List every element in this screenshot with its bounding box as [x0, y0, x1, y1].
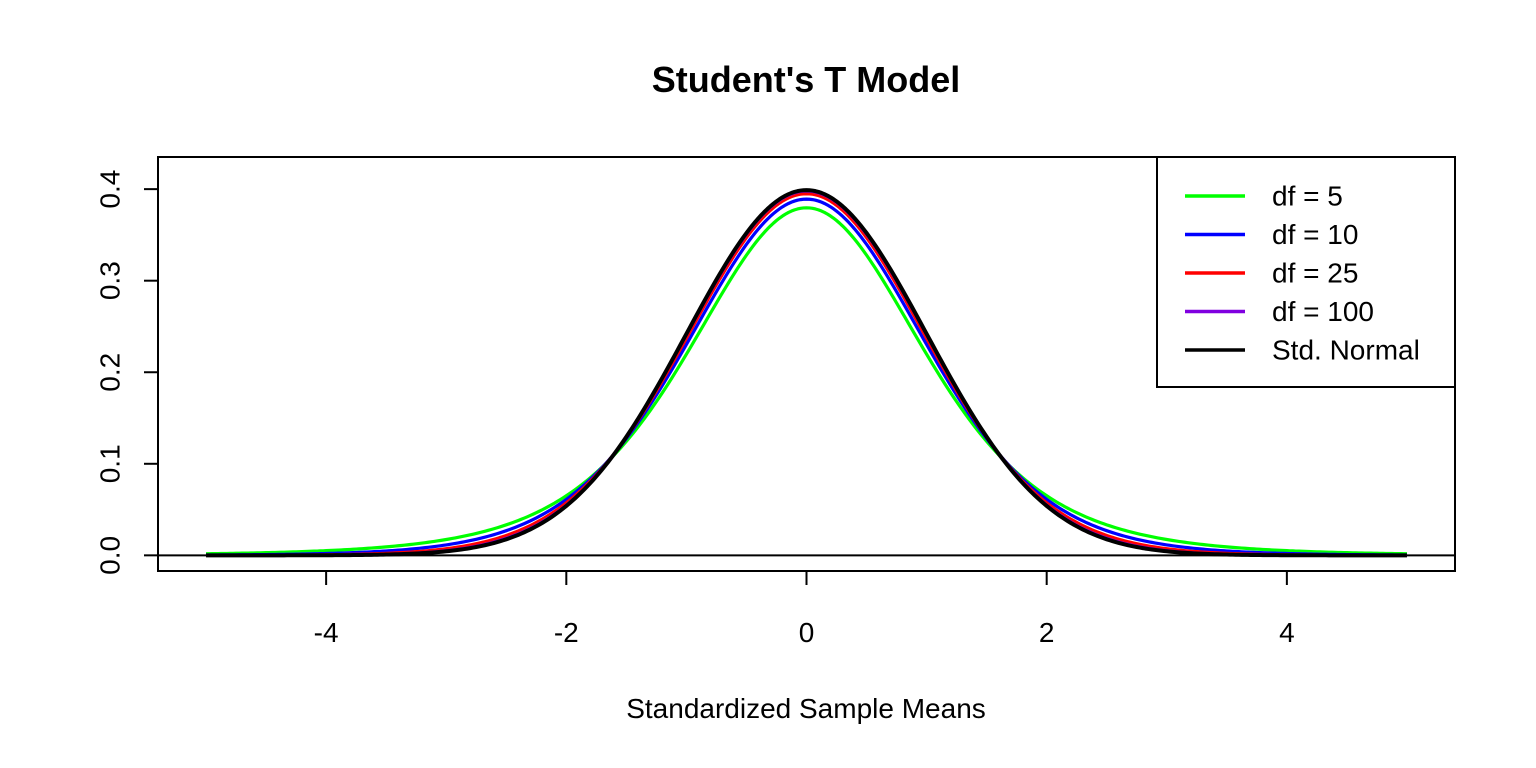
legend-label-df-5: df = 5	[1272, 181, 1343, 212]
series-line-std-normal	[206, 188, 1407, 558]
y-tick-label: 0.0	[95, 536, 126, 575]
x-axis: -4 -2 0 2 4	[314, 571, 1295, 648]
legend-label-df-25: df = 25	[1272, 258, 1358, 289]
legend-label-std-normal: Std. Normal	[1272, 335, 1420, 366]
chart-title: Student's T Model	[652, 59, 961, 100]
series-line-df-10	[206, 197, 1407, 557]
y-tick-label: 0.2	[95, 353, 126, 392]
series-line-df-5	[206, 206, 1407, 556]
y-tick-label: 0.3	[95, 261, 126, 300]
y-tick-label: 0.4	[95, 170, 126, 209]
x-axis-label: Standardized Sample Means	[626, 693, 986, 724]
x-tick-label: 2	[1039, 617, 1055, 648]
x-tick-label: 0	[799, 617, 815, 648]
y-axis: 0.0 0.1 0.2 0.3 0.4	[95, 170, 158, 575]
x-tick-label: -2	[554, 617, 579, 648]
y-tick-label: 0.1	[95, 444, 126, 483]
legend-label-df-100: df = 100	[1272, 296, 1374, 327]
legend-label-df-10: df = 10	[1272, 219, 1358, 250]
x-tick-label: -4	[314, 617, 339, 648]
x-tick-label: 4	[1279, 617, 1295, 648]
series-lines	[206, 188, 1407, 558]
legend: df = 5 df = 10 df = 25 df = 100 Std. Normal	[1156, 156, 1456, 388]
